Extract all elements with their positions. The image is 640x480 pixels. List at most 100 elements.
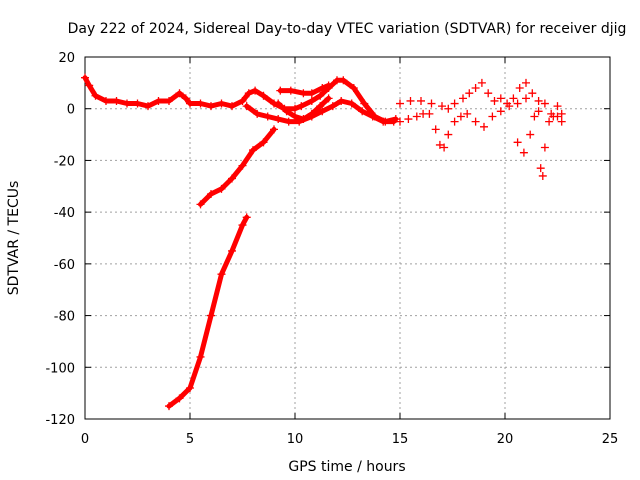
data-point (249, 146, 257, 155)
data-point (515, 84, 524, 93)
data-point (368, 112, 377, 121)
data-point (553, 112, 562, 121)
data-point (412, 112, 421, 121)
x-tick-label: 10 (287, 432, 304, 447)
data-point (513, 138, 522, 147)
data-point (181, 94, 190, 103)
axis-ticks: 0 5 10 15 20 25 20 0 -20 -40 -60 -80 -100 -120 (45, 51, 618, 447)
data-point (360, 99, 369, 108)
data-point (324, 81, 333, 90)
data-point (534, 96, 543, 105)
data-point (540, 99, 549, 108)
data-point (456, 112, 465, 121)
data-point (471, 117, 480, 126)
data-point (228, 102, 236, 111)
data-point (324, 94, 333, 103)
data-point (459, 94, 467, 103)
data-point (274, 115, 283, 124)
data-point (465, 89, 474, 98)
data-point (463, 109, 472, 118)
data-point (316, 91, 325, 100)
data-point (396, 117, 404, 126)
data-point (505, 102, 514, 111)
data-point (379, 117, 388, 126)
data-point (438, 102, 446, 111)
y-axis-label: SDTVAR / TECUs (6, 181, 22, 296)
data-point (450, 99, 459, 108)
series-0 (81, 73, 400, 126)
data-point (440, 143, 449, 152)
data-point (207, 190, 215, 199)
data-point (154, 96, 163, 105)
plot-frame (84, 56, 611, 420)
data-point (316, 102, 325, 111)
data-point (175, 89, 184, 98)
data-point (307, 96, 316, 105)
data-point (238, 96, 247, 105)
data-point (349, 84, 358, 93)
data-point (545, 117, 554, 126)
series-4 (196, 125, 278, 209)
data-point (328, 102, 337, 111)
data-point (358, 107, 367, 116)
data-point (509, 94, 518, 103)
data-point (444, 130, 453, 139)
data-point (259, 91, 268, 100)
data-point (297, 102, 306, 111)
data-point (417, 96, 425, 105)
data-point (480, 122, 488, 131)
data-point (396, 99, 404, 108)
data-point (217, 270, 226, 279)
data-point (536, 164, 545, 173)
x-tick-label: 15 (392, 432, 409, 447)
data-point (347, 99, 356, 108)
data-point (186, 383, 194, 392)
data-point (144, 102, 152, 111)
x-tick-label: 0 (81, 432, 89, 447)
data-point (196, 99, 205, 108)
series-7 (396, 94, 530, 152)
data-point (112, 96, 121, 105)
data-point (425, 109, 434, 118)
y-tick-label: -100 (45, 361, 75, 376)
series-5 (165, 213, 251, 411)
x-tick-label: 5 (186, 432, 194, 447)
grid-lines (85, 57, 610, 419)
data-point (496, 107, 505, 116)
data-point (242, 213, 251, 222)
y-tick-label: 20 (58, 51, 75, 66)
data-point (522, 94, 530, 103)
data-point (244, 89, 253, 98)
data-point (444, 104, 453, 113)
data-point (406, 96, 415, 105)
data-point (496, 94, 505, 103)
data-point (307, 89, 316, 98)
series-2 (274, 94, 333, 124)
data-point (534, 107, 543, 116)
data-point (207, 311, 215, 320)
data-point (528, 89, 537, 98)
data-point (286, 86, 295, 95)
data-point (526, 130, 535, 139)
data-point (490, 96, 499, 105)
data-point (81, 73, 89, 82)
series-line (82, 75, 399, 125)
data-point (186, 99, 194, 108)
series-6 (396, 78, 566, 118)
y-tick-label: 0 (67, 103, 75, 118)
data-point (217, 99, 226, 108)
data-point (291, 112, 299, 121)
series-line (198, 126, 277, 207)
chart-title: Day 222 of 2024, Sidereal Day-to-day VTE… (68, 21, 627, 37)
data-point (165, 96, 173, 105)
y-tick-label: -20 (54, 154, 75, 169)
data-point (307, 109, 316, 118)
data-point (251, 86, 260, 95)
series-3 (276, 81, 333, 98)
data-point (431, 125, 440, 134)
data-point (471, 84, 480, 93)
data-series (81, 73, 566, 411)
data-point (85, 81, 94, 90)
x-tick-label: 25 (602, 432, 619, 447)
